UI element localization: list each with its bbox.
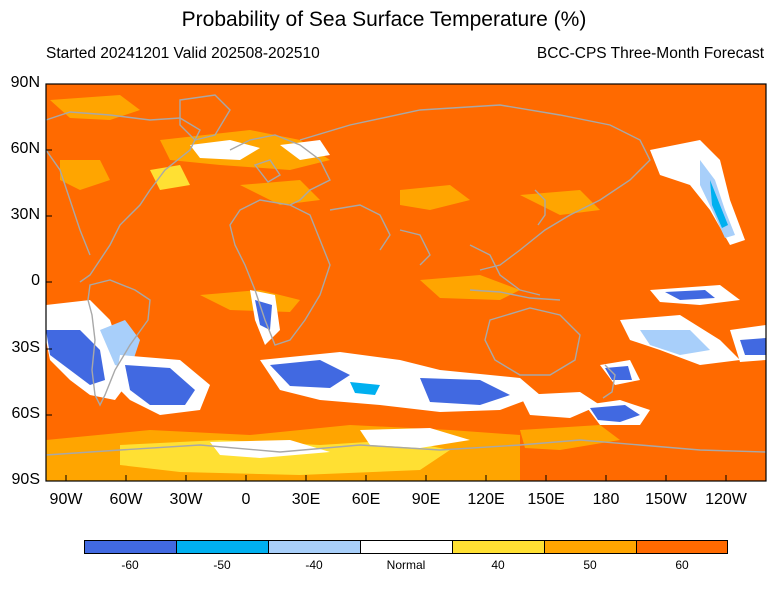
indian-patch	[420, 275, 520, 300]
lon-label-60e: 60E	[351, 491, 381, 508]
far-east-pacific-cool-60	[740, 338, 766, 355]
nwpacific-patch	[520, 190, 600, 215]
lon-label-30e: 30E	[291, 491, 321, 508]
lon-label-180: 180	[592, 491, 620, 508]
lon-label-90w: 90W	[49, 491, 83, 508]
epacific-cool-60	[665, 290, 715, 300]
sindian-cool-60-west	[270, 360, 350, 388]
antarctic-normal-2	[360, 428, 470, 448]
coastlines	[46, 94, 766, 456]
lon-label-60w: 60W	[109, 491, 143, 508]
legend-label-minus50: -50	[213, 558, 231, 572]
lat-label-60s: 60S	[11, 405, 40, 422]
legend-swatch-minus60	[84, 540, 177, 554]
legend-swatch-60	[636, 540, 728, 554]
legend-label-normal: Normal	[386, 558, 426, 572]
legend-label-50: 50	[583, 558, 597, 572]
nz-cool-60	[605, 366, 632, 380]
lon-label-90e: 90E	[411, 491, 441, 508]
north-atlantic-normal	[190, 140, 260, 160]
se-pacific-cool-60	[46, 330, 105, 385]
labrador-patch	[150, 165, 190, 190]
lon-label-120w: 120W	[705, 491, 747, 508]
legend-swatch-normal	[360, 540, 453, 554]
legend-label-60: 60	[675, 558, 689, 572]
legend-swatch-40	[452, 540, 545, 554]
sindian-cool-50	[350, 382, 380, 395]
north-sea-normal	[280, 140, 330, 160]
legend-swatch-minus50	[176, 540, 269, 554]
asia-patch	[400, 185, 470, 210]
legend-label-minus40: -40	[305, 558, 323, 572]
lat-ticks	[46, 83, 52, 482]
legend-swatch-50	[544, 540, 637, 554]
spacific-cool-40	[640, 330, 710, 355]
lon-label-150e: 150E	[527, 491, 565, 508]
lon-label-30w: 30W	[169, 491, 203, 508]
arctic-patch	[50, 95, 140, 120]
antarctic-warm-40	[120, 440, 450, 475]
lon-ticks	[65, 475, 727, 481]
map-title: Probability of Sea Surface Temperature (…	[181, 8, 587, 31]
antarctic-warm-50-east	[520, 425, 620, 450]
lat-label-60n: 60N	[10, 140, 40, 157]
map-background	[46, 84, 766, 481]
lat-label-30n: 30N	[10, 206, 40, 223]
lon-label-0: 0	[241, 491, 251, 508]
legend-swatch-minus40	[268, 540, 361, 554]
legend-label-40: 40	[491, 558, 505, 572]
lat-label-0: 0	[31, 272, 40, 289]
lon-label-150w: 150W	[645, 491, 687, 508]
antarctic-normal-1	[210, 440, 330, 458]
lon-label-120e: 120E	[467, 491, 505, 508]
lat-label-90s: 90S	[11, 471, 40, 488]
lat-label-90n: 90N	[10, 74, 40, 91]
med-patch	[240, 180, 320, 205]
npacific-cool-50	[710, 180, 728, 228]
tasman-cool-60	[590, 405, 640, 422]
lat-label-30s: 30S	[11, 339, 40, 356]
saus-normal	[520, 392, 600, 418]
hudson-patch	[60, 160, 110, 190]
sindian-cool-60-east	[420, 378, 510, 405]
satlantic-cool-60	[125, 365, 195, 405]
forecast-source: BCC-CPS Three-Month Forecast	[536, 45, 764, 62]
legend-label-minus60: -60	[121, 558, 139, 572]
forecast-dates: Started 20241201 Valid 202508-202510	[46, 45, 320, 62]
